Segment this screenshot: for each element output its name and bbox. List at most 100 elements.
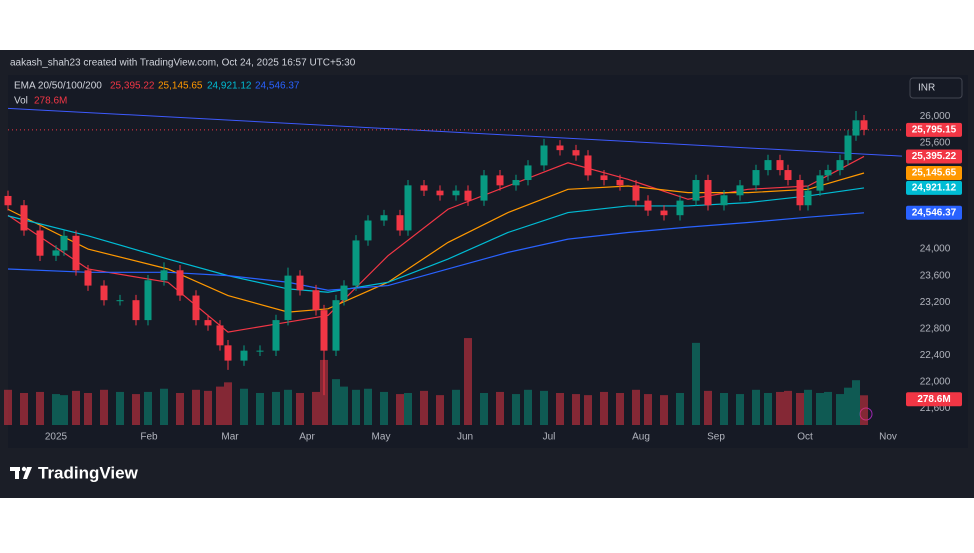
volume-bar [704,390,712,425]
y-tick-label: 26,000 [920,111,951,122]
volume-bar [736,394,744,425]
volume-bar [540,390,548,425]
last-price-badge-label: 25,795.15 [912,125,957,136]
candle-body [380,215,388,221]
volume-bar [36,391,44,425]
candle-body [436,190,444,196]
volume-bar [836,394,844,425]
credit: aakash_shah23 created with TradingView.c… [10,58,356,69]
ema-badge-label: 24,921.12 [912,183,957,194]
candle-body [420,185,428,191]
currency[interactable]: INR [918,83,935,94]
volume-bar [644,394,652,425]
x-tick-label: Aug [632,432,650,443]
candle-body [784,170,792,181]
volume-bar [600,391,608,425]
volume-bar [192,389,200,425]
volume-bar [224,382,232,425]
volume-bar [616,393,624,425]
y-tick-label: 22,800 [920,323,951,334]
x-tick-label: Apr [299,432,315,443]
volume-bar [420,390,428,425]
ema-badge [906,205,962,220]
candle-body [296,275,304,291]
candle-body [816,175,824,191]
candle-body [332,300,340,351]
candle-body [644,200,652,211]
indicator-label: EMA 20/50/100/200 [14,81,102,92]
candle-body [192,295,200,321]
candle-body [776,160,784,171]
y-tick-label: 22,400 [920,350,951,361]
volume-label: Vol [14,96,28,107]
footer [0,448,974,498]
x-tick-label: Sep [707,432,725,443]
volume-bar [132,394,140,425]
volume-bar [480,393,488,425]
candle-body [600,175,608,181]
y-tick-label: 23,200 [920,297,951,308]
legend-value: 24,921.12 [207,81,252,92]
candle-body [116,300,124,302]
y-tick-label: 21,600 [920,403,951,414]
volume-bar [452,389,460,425]
candle-body [736,185,744,196]
ema-badge-label: 24,546.37 [912,207,957,218]
volume-bar [764,393,772,425]
candle-body [752,170,760,186]
volume-bar [4,389,12,425]
candle-body [396,215,404,231]
volume-bar [84,393,92,425]
x-tick-label: May [372,432,391,443]
candle-body [464,190,472,201]
legend-value: 24,546.37 [255,81,300,92]
y-tick-label: 22,000 [920,376,951,387]
candle-body [340,285,348,301]
candle-body [216,325,224,346]
ema-badge [906,149,962,164]
x-tick-label: Jul [543,432,556,443]
ema-line [7,187,865,293]
candle-body [572,150,580,156]
volume-bar [796,393,804,425]
logo [10,466,32,479]
candle-body [20,205,28,231]
candle-body [160,270,168,281]
volume-bar [676,393,684,425]
x-tick-label: Nov [879,432,897,443]
candle-body [364,220,372,241]
currency-box[interactable] [909,77,963,99]
volume-bar [160,388,168,425]
candle-body [512,180,520,186]
candle-body [720,195,728,206]
volume-value: 278.6M [34,96,67,107]
trendline [7,107,903,157]
candle-body [836,160,844,171]
legend-value: 25,395.22 [110,81,155,92]
volume-bar [60,395,68,425]
volume-bar [512,394,520,425]
volume-bar [844,387,852,425]
volume-bar [256,393,264,425]
volume-bar [404,393,412,425]
candle-body [540,145,548,166]
volume-bar [240,388,248,425]
candle-body [52,250,60,256]
candle-body [284,275,292,321]
volume-bar [660,395,668,425]
candle-body [860,120,868,130]
ema-badge [906,180,962,195]
volume-bar [52,394,60,425]
volume-bar [332,379,340,425]
candle-body [84,270,92,286]
candle-body [272,320,280,351]
candle-body [144,280,152,321]
y-tick-label: 23,600 [920,270,951,281]
candle-body [480,175,488,201]
volume-bar [804,389,812,425]
candle-body [4,195,12,206]
volume-bar [776,391,784,425]
candle-body [60,235,68,251]
